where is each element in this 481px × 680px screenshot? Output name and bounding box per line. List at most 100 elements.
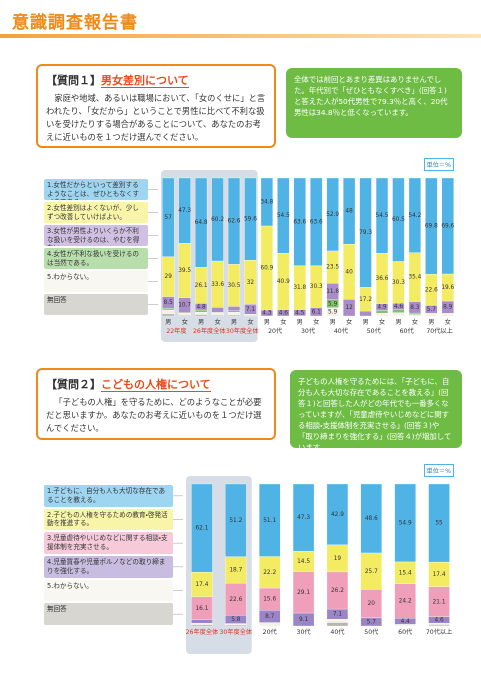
bar-segment — [360, 617, 382, 627]
x-tick-label: 26年度全体 — [185, 629, 219, 636]
value-label: 57 — [165, 215, 173, 221]
question-head: 【質問１】男女差別について — [46, 72, 266, 88]
value-label: 8.3 — [410, 305, 420, 311]
value-label: 60.9 — [260, 266, 273, 272]
x-tick-label: 男 — [165, 319, 172, 326]
bar-segment — [195, 311, 208, 315]
x-tick-label: 女 — [411, 319, 418, 326]
question-title: 男女差別について — [101, 74, 189, 88]
question-box: 【質問１】男女差別について 家庭や地域、あるいは職場において、「女のくせに」と言… — [36, 64, 276, 148]
bar-segment — [162, 309, 175, 315]
value-label: 42.9 — [331, 512, 344, 518]
value-label: 19 — [334, 556, 342, 562]
note-box: 子どもの人権を守るためには、「子どもに、自分も人も大切な存在であることを教える」… — [290, 370, 462, 452]
x-tick-label: 男 — [296, 319, 303, 326]
x-tick-label: 男 — [428, 319, 435, 326]
question-title: こどもの人権について — [101, 378, 211, 392]
value-label: 19.6 — [441, 285, 454, 291]
value-label: 16.1 — [195, 606, 208, 612]
bar-segment — [326, 619, 349, 623]
value-label: 4.6 — [394, 304, 404, 310]
value-label: 10.7 — [178, 303, 191, 309]
bar-segment — [428, 624, 450, 627]
value-label: 62.1 — [195, 526, 208, 532]
x-tick-label: 40代 — [330, 629, 345, 636]
x-tick-label: 20代 — [262, 629, 277, 636]
value-label: 40.9 — [277, 279, 290, 285]
value-label: 9.1 — [299, 617, 309, 623]
value-label: 48 — [345, 209, 353, 215]
value-label: 36.6 — [376, 276, 389, 282]
value-label: 54.5 — [376, 213, 389, 219]
bar-segment — [227, 306, 241, 312]
value-label: 69.6 — [441, 224, 454, 230]
x-tick-label: 女 — [181, 319, 188, 326]
chart-svg: 62.1 17.4 16.1 51.2 18.7 22.6 5.8 51.1 22.2 15.6 8… — [173, 476, 450, 654]
legend-item: 2.子どもの人権を守るための教育・啓発活動を推進する。 — [44, 509, 173, 531]
value-label: 24.2 — [399, 599, 412, 605]
value-label: 30.5 — [228, 283, 241, 289]
bar-segment — [392, 309, 405, 313]
value-label: 20 — [368, 601, 376, 607]
bar-segment — [259, 622, 281, 627]
x-tick-label: 男 — [395, 319, 402, 326]
value-label: 22.6 — [425, 287, 438, 293]
value-label: 55 — [435, 521, 443, 527]
title-rule — [0, 34, 481, 38]
value-label: 51.1 — [263, 518, 276, 524]
legend-item: 1.女性だからといって差別するようなことは、ぜひともなくすべきである。 — [44, 179, 148, 200]
bar-segment — [211, 312, 224, 316]
note-box: 全体では前回とあまり差異はありませんでした。年代別で「ぜひともなくすべき」(回答… — [286, 68, 462, 138]
value-label: 30.3 — [392, 280, 405, 286]
value-label: 5.9 — [328, 301, 338, 307]
bar-segment — [392, 312, 405, 317]
x-tick-label: 男 — [329, 319, 336, 326]
value-label: 60.5 — [392, 217, 405, 223]
bar-segment — [375, 310, 389, 314]
value-label: 4.9 — [377, 305, 387, 311]
bar-segment — [195, 309, 208, 313]
bar-segment — [441, 313, 454, 317]
value-label: 4.3 — [262, 311, 272, 317]
question-box: 【質問２】こどもの人権について 「子どもの人権」を守るために、どのようなことが必… — [36, 368, 276, 440]
x-tick-label: 女 — [280, 319, 287, 326]
value-label: 26.1 — [195, 283, 208, 289]
page-title: 意識調査報告書 — [12, 13, 138, 33]
x-tick-label: 女 — [444, 319, 451, 326]
value-label: 4.6 — [279, 310, 289, 316]
bar-segment — [211, 315, 224, 317]
question-text: 「子どもの人権」を守るために、どのようなことが必要だと思いますか。あなたのお考え… — [46, 397, 262, 433]
value-label: 5.9 — [328, 309, 338, 315]
value-label: 64.8 — [195, 220, 208, 226]
value-label: 17.4 — [433, 572, 446, 578]
bar-segment — [310, 307, 323, 317]
bar-segment — [225, 623, 247, 626]
value-label: 17.4 — [195, 582, 208, 588]
bar-segment — [191, 623, 213, 625]
x-tick-label: 男 — [263, 319, 270, 326]
bar-segment — [162, 313, 175, 317]
x-tick-label: 60代 — [398, 629, 413, 636]
legend-item: 5.わからない。 — [44, 271, 148, 292]
value-label: 21.1 — [433, 599, 446, 605]
question-label: 【質問１】 — [46, 74, 101, 87]
bar-segment — [225, 624, 247, 627]
legend-item: 2.女性差別はよくないが、少しずつ改善していけばよい。 — [44, 202, 148, 223]
bar-segment — [359, 311, 372, 317]
bar-segment — [408, 312, 421, 315]
value-label: 79.3 — [359, 230, 372, 236]
bar-segment — [227, 314, 241, 317]
value-label: 40 — [345, 269, 353, 275]
legend-item: 5.わからない。 — [44, 580, 173, 602]
value-label: 4.8 — [196, 304, 206, 310]
bar-segment — [425, 313, 438, 317]
bar-segment — [428, 623, 450, 625]
group-label: 40代 — [333, 328, 348, 335]
value-label: 8.7 — [265, 614, 275, 620]
group-label: 26年度全体 — [193, 328, 226, 335]
legend-item: 3.女性が男性よりいくらか不利な扱いを受けるのは、やむを得ない。 — [44, 225, 148, 246]
bar-segment — [260, 309, 273, 317]
value-label: 51.2 — [229, 518, 242, 524]
group-label: 22年度 — [166, 328, 187, 335]
value-label: 5.7 — [367, 619, 377, 625]
